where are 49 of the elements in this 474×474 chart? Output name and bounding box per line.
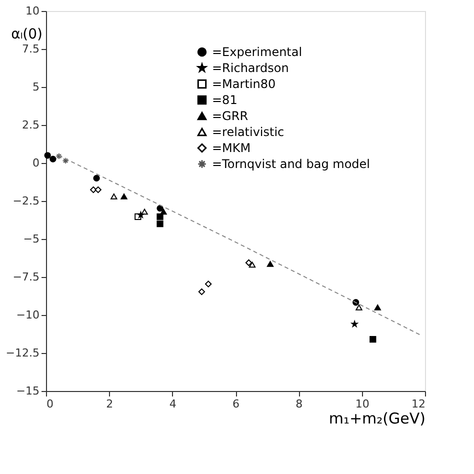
y-tick-label: 0: [32, 156, 40, 170]
y-tick-label: −15: [16, 384, 40, 398]
legend-label: =relativistic: [212, 125, 284, 139]
point: [370, 336, 376, 343]
point: [50, 156, 56, 162]
point: [110, 193, 118, 200]
point: [56, 152, 62, 160]
legend-label: =Tornqvist and bag model: [212, 157, 370, 171]
point: [93, 174, 100, 182]
y-tick-label: −10: [16, 308, 40, 322]
point: [94, 186, 102, 194]
legend-label: =MKM: [212, 141, 251, 155]
y-tick-label: 2.5: [22, 118, 40, 132]
point: [356, 304, 362, 310]
point: [156, 204, 164, 212]
y-tick-label: −5: [23, 232, 40, 246]
x-tick-label: 2: [106, 398, 114, 410]
point: [120, 193, 128, 200]
legend-label: =GRR: [212, 109, 248, 123]
point: [44, 152, 51, 159]
point: [198, 288, 206, 296]
legend-label: =81: [212, 93, 238, 107]
x-tick-label: 10: [355, 398, 370, 410]
x-tick-label: 8: [296, 398, 303, 410]
point: [245, 259, 252, 266]
x-tick-label: 4: [169, 398, 176, 410]
point: [62, 157, 69, 164]
point: [248, 262, 256, 268]
point: [266, 260, 274, 267]
y-tick-label: −2.5: [12, 194, 40, 208]
point: [156, 220, 164, 228]
legend-label: =Richardson: [212, 61, 289, 75]
legend-label: =Experimental: [212, 45, 302, 59]
point: [205, 280, 212, 288]
y-axis-title: αₗ(0): [11, 26, 42, 42]
x-tick-label: 0: [46, 398, 54, 410]
y-tick-label: 10: [26, 4, 40, 18]
point: [156, 213, 164, 220]
x-tick-label: 6: [232, 398, 240, 410]
legend-label: =Martin80: [212, 77, 276, 91]
point: [160, 208, 167, 215]
x-tick-label: 12: [412, 398, 426, 410]
y-tick-label: 5: [32, 80, 40, 94]
point: [374, 304, 381, 310]
y-tick-label: 7.5: [22, 42, 40, 56]
x-axis-title: m₁+m₂(GeV): [328, 410, 426, 428]
y-tick-label: −12.5: [6, 346, 40, 360]
point: [351, 320, 358, 327]
y-tick-label: −7.5: [12, 270, 40, 284]
